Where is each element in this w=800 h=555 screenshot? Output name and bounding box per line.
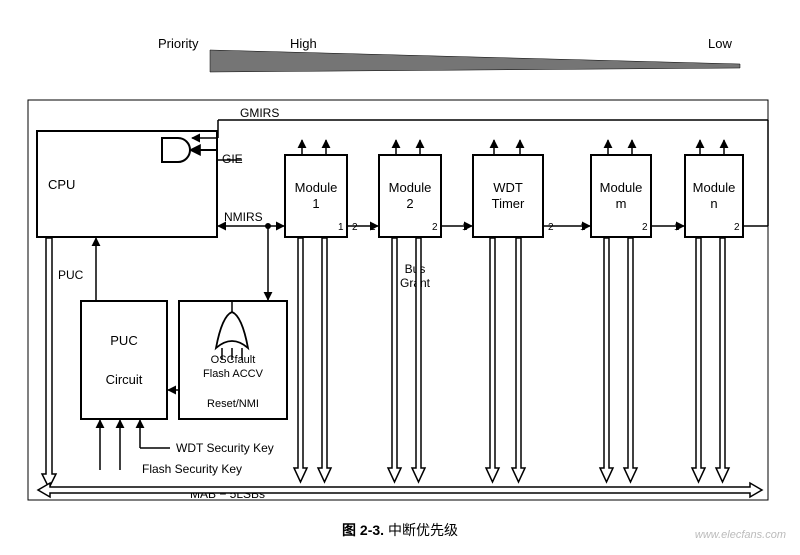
wdt-box: WDT Timer <box>472 154 544 238</box>
wdt-key-label: WDT Security Key <box>176 441 274 455</box>
nmi-box: OSCfault Flash ACCV Reset/NMI <box>178 300 288 420</box>
mod2-port2: 2 <box>432 222 438 233</box>
mab-label: MAB − 5LSBs <box>190 487 265 501</box>
mab-bus <box>38 483 762 497</box>
priority-wedge <box>210 50 740 72</box>
flashaccv-text: Flash ACCV <box>203 368 263 380</box>
oscfault-text: OSCfault <box>211 354 256 366</box>
puc-circuit-box: PUC Circuit <box>80 300 168 420</box>
modm-port1: 1 <box>580 222 586 233</box>
gie-label: GIE <box>222 152 243 166</box>
modn-port2: 2 <box>734 222 740 233</box>
priority-label: Priority <box>158 36 198 51</box>
wdt-port2: 2 <box>548 222 554 233</box>
priority-low-label: Low <box>708 36 732 51</box>
figure-number: 图 2-3. <box>342 522 384 538</box>
puc-signal-label: PUC <box>58 268 83 282</box>
nmirs-label: NMIRS <box>224 210 263 224</box>
gmirs-label: GMIRS <box>240 106 279 120</box>
mod1-port2: 1 <box>338 222 344 233</box>
watermark: www.elecfans.com <box>695 529 786 541</box>
mod2-port1: 1 <box>370 222 376 233</box>
circuit-text: Circuit <box>106 372 143 387</box>
diagram-root: { "figure": { "number": "图 2-3.", "title… <box>0 0 800 555</box>
cpu-label: CPU <box>48 177 75 192</box>
figure-title: 中断优先级 <box>388 522 458 538</box>
resetnmi-text: Reset/NMI <box>207 398 259 410</box>
figure-caption: 图 2-3. 中断优先级 <box>0 520 800 540</box>
flash-key-label: Flash Security Key <box>142 462 242 476</box>
mod1-port-out: 2 <box>352 222 358 233</box>
modm-port2: 2 <box>642 222 648 233</box>
cpu-box: CPU <box>36 130 218 238</box>
puc-text: PUC <box>110 333 137 348</box>
bus-grant-label: Bus Grant <box>400 262 430 291</box>
priority-high-label: High <box>290 36 317 51</box>
wdt-port1: 1 <box>462 222 468 233</box>
modn-port1: 1 <box>674 222 680 233</box>
